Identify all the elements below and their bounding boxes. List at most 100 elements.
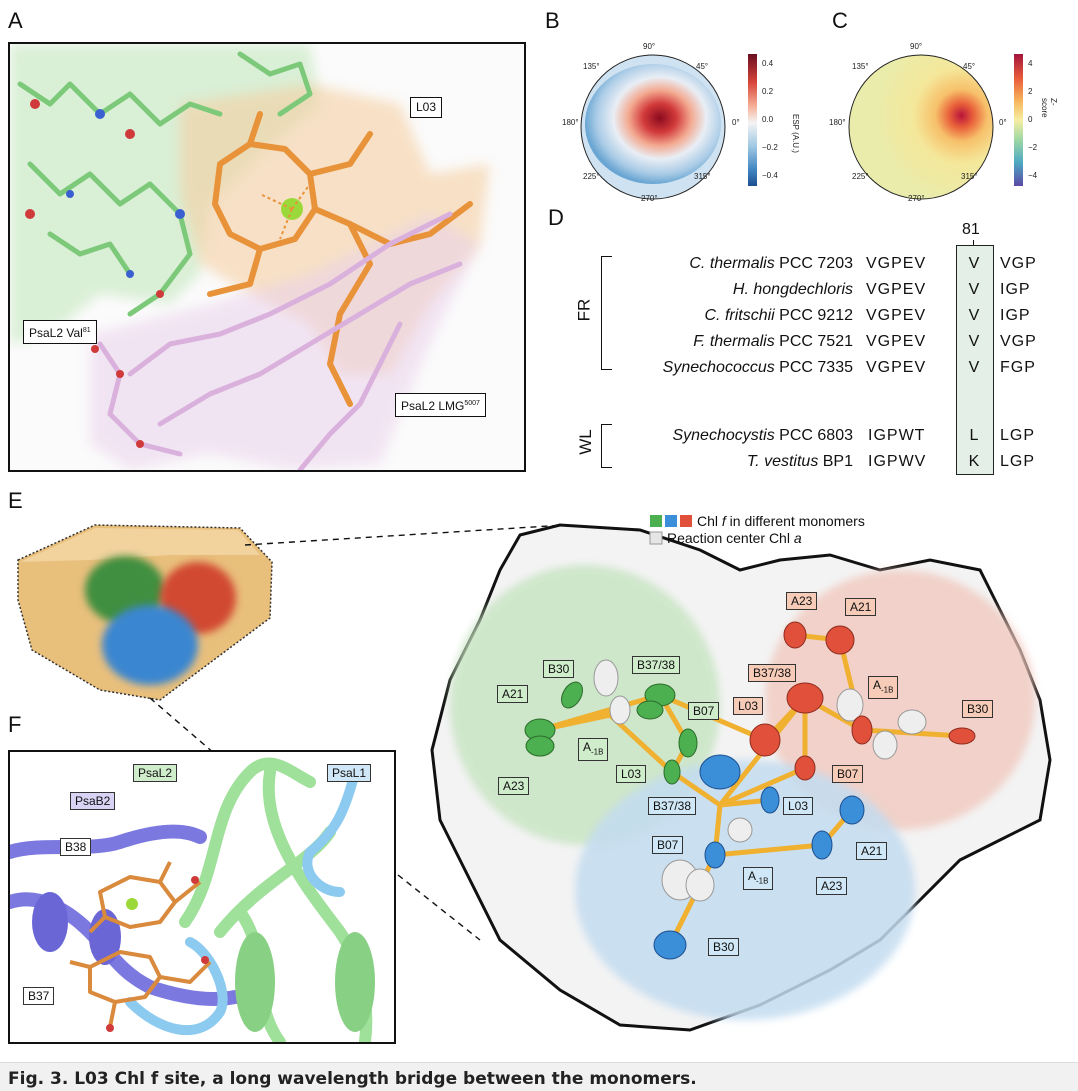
label-psal2-lmg: PsaL2 LMG5007 <box>395 393 486 417</box>
c-angle-90: 90° <box>910 42 923 51</box>
f-label-psal1: PsaL1 <box>327 764 372 782</box>
tag-red-b07: B07 <box>832 765 864 783</box>
tag-blue-b30: B30 <box>708 938 740 956</box>
c-cb-tick-3: 0 <box>1028 115 1033 124</box>
c-colorbar <box>1014 54 1023 186</box>
e-legend-rc: Reaction center Chl a <box>667 530 802 546</box>
label-lmg-sup: 5007 <box>464 400 480 407</box>
d-species-name: T. vestitus BP1 <box>747 453 853 471</box>
b-colorbar-label: ESP (A.U.) <box>791 114 800 153</box>
f-label-psal2: PsaL2 <box>133 764 178 782</box>
d-species-genus: Synechococcus <box>662 359 775 376</box>
b-colorbar <box>748 54 757 186</box>
b-angle-270: 270° <box>641 194 658 203</box>
d-species-strain: PCC 7203 <box>774 255 853 272</box>
panel-f-structure <box>8 750 396 1044</box>
d-species-genus: F. thermalis <box>693 333 775 350</box>
d-seq-left: VGPEV <box>866 307 927 324</box>
b-cb-tick-4: −0.2 <box>762 143 778 152</box>
d-wl-bracket <box>601 424 612 468</box>
tag-green-l03: L03 <box>616 765 647 783</box>
d-species-name: Synechococcus PCC 7335 <box>663 359 853 377</box>
d-seq-res81: L <box>969 427 979 444</box>
d-seq-res81: V <box>968 359 980 376</box>
e-legend-chl-f-b: in different monomers <box>725 513 865 529</box>
c-cb-tick-1: 4 <box>1028 59 1033 68</box>
d-seq-right: LGP <box>1000 427 1036 444</box>
b-cb-tick-3: 0.0 <box>762 115 774 124</box>
panel-d-letter: D <box>548 205 564 230</box>
figure-caption: Fig. 3. L03 Chl f site, a long wavelengt… <box>0 1062 1078 1091</box>
e-legend-chl-f-i: f <box>721 513 726 529</box>
d-seq-right: IGP <box>1000 307 1031 324</box>
d-species-name: H. hongdechloris <box>733 281 853 299</box>
b-angle-90: 90° <box>643 42 656 51</box>
b-cb-tick-2: 0.2 <box>762 87 774 96</box>
d-fr-bracket <box>601 256 612 370</box>
panel-f-ribbon-render <box>10 757 375 1042</box>
tag-red-a1b: A-1B <box>868 676 899 700</box>
d-seq-left: VGPEV <box>866 359 927 376</box>
d-seq-right: VGP <box>1000 333 1037 350</box>
tag-green-a21: A21 <box>497 685 529 703</box>
f-label-b38: B38 <box>60 838 92 856</box>
d-seq-res81: V <box>968 255 980 272</box>
d-seq-left: VGPEV <box>866 333 927 350</box>
b-cb-tick-1: 0.4 <box>762 59 774 68</box>
d-species-strain: PCC 6803 <box>774 427 853 444</box>
b-cb-tick-5: −0.4 <box>762 171 778 180</box>
d-position-label: 81 <box>962 221 980 238</box>
d-species-strain: PCC 7335 <box>774 359 853 376</box>
b-angle-45: 45° <box>696 62 709 71</box>
tag-red-l03: L03 <box>733 697 764 715</box>
tag-green-a1b-a: A <box>583 740 592 754</box>
d-seq-right: IGP <box>1000 281 1031 298</box>
tag-green-a1b: A-1B <box>578 738 609 762</box>
tag-green-b07: B07 <box>688 702 720 720</box>
d-seq-left: VGPEV <box>866 255 927 272</box>
c-angle-135: 135° <box>852 62 869 71</box>
d-species-name: C. thermalis PCC 7203 <box>689 255 853 273</box>
c-angle-45: 45° <box>963 62 976 71</box>
d-seq-right: FGP <box>1000 359 1036 376</box>
figure-caption-text: Fig. 3. L03 Chl f site, a long wavelengt… <box>8 1069 697 1089</box>
panel-c-letter: C <box>832 8 848 33</box>
d-seq-left: IGPWV <box>868 453 927 470</box>
e-legend-rc-i: a <box>793 530 802 546</box>
b-angle-225: 225° <box>583 172 600 181</box>
panel-b-letter: B <box>545 8 560 33</box>
panel-a-letter: A <box>8 8 23 33</box>
tag-red-a1b-sub: -1B <box>881 685 894 695</box>
d-position-tick <box>973 240 974 246</box>
b-angle-0: 0° <box>732 118 740 127</box>
tag-red-a1b-a: A <box>873 678 882 692</box>
d-wl-label: WL <box>575 429 595 455</box>
d-species-genus: T. vestitus <box>746 453 819 470</box>
d-seq-res81: V <box>968 307 980 324</box>
c-cb-tick-5: −4 <box>1028 171 1038 180</box>
d-seq-left: IGPWT <box>868 427 926 444</box>
tag-green-b3738: B37/38 <box>632 656 681 674</box>
tag-red-b30: B30 <box>962 700 994 718</box>
b-angle-315: 315° <box>694 172 711 181</box>
tag-red-a21: A21 <box>845 598 877 616</box>
tag-blue-a21: A21 <box>856 842 888 860</box>
c-angle-0: 0° <box>999 118 1007 127</box>
d-species-strain: PCC 9212 <box>774 307 853 324</box>
panel-f-letter: F <box>8 712 22 737</box>
c-colorbar-label: Z-score <box>1040 98 1058 118</box>
d-fr-label: FR <box>574 298 594 322</box>
label-psal2-val-text: PsaL2 Val <box>29 326 83 340</box>
d-species-strain: BP1 <box>818 453 853 470</box>
d-seq-left: VGPEV <box>866 281 927 298</box>
d-seq-right: VGP <box>1000 255 1037 272</box>
d-seq-res81: V <box>968 281 980 298</box>
panel-c-polar-map <box>848 54 994 200</box>
c-angle-225: 225° <box>852 172 869 181</box>
label-val-sup: 81 <box>82 327 91 334</box>
d-seq-res81: V <box>968 333 980 350</box>
tag-blue-b3738: B37/38 <box>648 797 697 815</box>
b-angle-135: 135° <box>583 62 600 71</box>
f-mg-atom <box>126 898 138 910</box>
d-species-genus: C. fritschii <box>704 307 775 324</box>
